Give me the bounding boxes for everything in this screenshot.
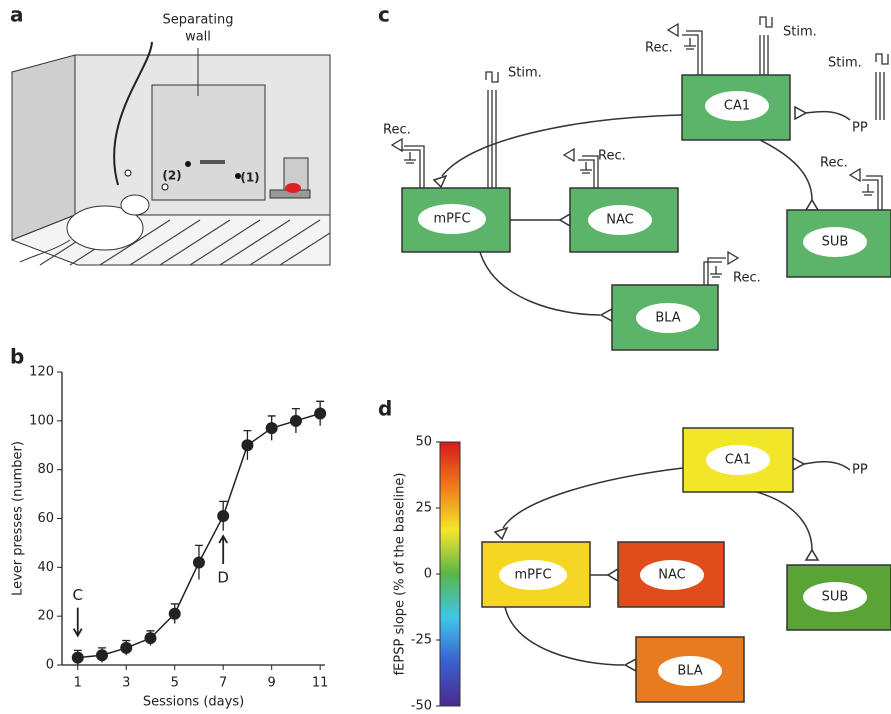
data-point	[193, 556, 205, 568]
stim-label: Stim.	[783, 25, 817, 40]
node-label: SUB	[822, 590, 849, 605]
y-tick-label: 40	[37, 560, 54, 575]
node-label: mPFC	[514, 568, 551, 583]
colorbar-tick-label: 25	[415, 501, 432, 516]
annotation-arrow	[219, 536, 227, 564]
rec-label: Rec.	[383, 123, 411, 138]
node-label: SUB	[822, 235, 849, 250]
figure: a b c d Separating wall (1) (2) CA1 mPFC	[0, 0, 891, 714]
y-tick-label: 20	[37, 609, 54, 624]
node-label: BLA	[655, 311, 680, 326]
data-point	[144, 632, 156, 644]
stim-label: Stim.	[828, 56, 862, 71]
node-label: mPFC	[433, 212, 470, 227]
data-line	[78, 414, 320, 658]
data-point	[314, 408, 326, 420]
x-tick-label: 5	[171, 676, 179, 691]
y-axis-label: Lever presses (number)	[11, 441, 26, 596]
stim-label: Stim.	[508, 66, 542, 81]
position-label: (2)	[162, 169, 181, 183]
colorbar-label: fEPSP slope (% of the baseline)	[393, 473, 408, 676]
wall-label: wall	[185, 30, 211, 45]
colorbar-tick-label: 50	[415, 435, 432, 450]
node-label: NAC	[606, 213, 633, 228]
panel-label: d	[378, 397, 392, 421]
colorbar	[440, 442, 460, 706]
wall-label: Separating	[163, 13, 234, 28]
node-label: BLA	[677, 664, 702, 679]
y-tick-label: 100	[29, 413, 54, 428]
x-tick-label: 11	[312, 676, 329, 691]
data-point	[266, 422, 278, 434]
annotation-arrow	[74, 608, 82, 636]
panel-label: c	[378, 3, 390, 27]
y-tick-label: 60	[37, 511, 54, 526]
x-axis-label: Sessions (days)	[143, 695, 244, 710]
circuit-diagram	[392, 17, 891, 350]
y-tick-label: 80	[37, 462, 54, 477]
rec-label: Rec.	[598, 149, 626, 164]
data-point	[169, 608, 181, 620]
data-point	[96, 649, 108, 661]
input-label: PP	[852, 463, 868, 478]
y-tick-label: 0	[46, 658, 54, 673]
data-point	[120, 642, 132, 654]
effect-diagram	[482, 428, 891, 702]
annotation: D	[217, 569, 229, 587]
x-tick-label: 3	[122, 676, 130, 691]
x-tick-label: 7	[219, 676, 227, 691]
rec-label: Rec.	[645, 41, 673, 56]
y-tick-label: 120	[29, 365, 54, 380]
panel-label: b	[10, 345, 24, 369]
node-label: CA1	[725, 453, 751, 468]
annotation: C	[73, 586, 83, 604]
x-tick-label: 9	[268, 676, 276, 691]
colorbar-tick-label: -50	[411, 699, 432, 714]
colorbar-tick-label: 0	[424, 567, 432, 582]
data-point	[217, 510, 229, 522]
data-point	[72, 652, 84, 664]
node-label: CA1	[724, 99, 750, 114]
input-label: PP	[852, 121, 868, 136]
x-tick-label: 1	[74, 676, 82, 691]
position-label: (1)	[240, 171, 259, 185]
rec-label: Rec.	[820, 156, 848, 171]
panel-label: a	[10, 3, 24, 27]
data-point	[290, 415, 302, 427]
data-point	[241, 439, 253, 451]
chamber-illustration	[12, 42, 330, 265]
colorbar-tick-label: -25	[411, 633, 432, 648]
node-label: NAC	[658, 568, 685, 583]
rec-label: Rec.	[733, 271, 761, 286]
